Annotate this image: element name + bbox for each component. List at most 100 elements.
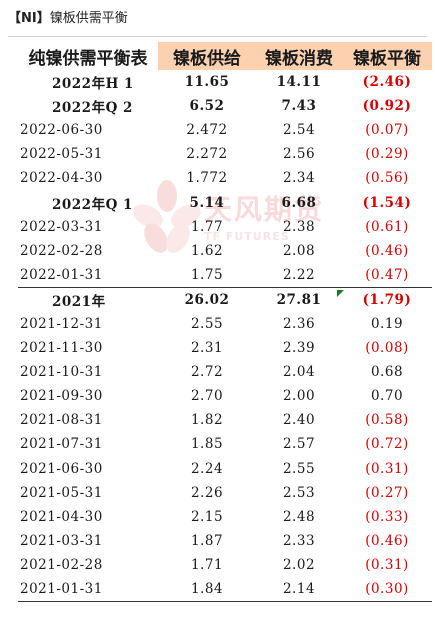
row-period: 2022-05-31 [20, 146, 103, 163]
table-row: 2022-04-30 1.772 2.34 (0.56) [18, 166, 432, 190]
row-consumption: 2.14 [256, 576, 342, 603]
row-supply: 2.55 [190, 315, 224, 332]
row-supply: 1.62 [190, 242, 224, 259]
row-balance: (0.47) [365, 266, 409, 283]
table-row: 2021-03-31 1.87 2.33 (0.46) [18, 529, 432, 553]
row-period: 2021-04-30 [20, 508, 103, 525]
header-supply: 镍板供给 [158, 42, 256, 70]
header-row: 纯镍供需平衡表 镍板供给 镍板消费 镍板平衡 [18, 42, 432, 70]
row-balance: 0.70 [370, 388, 404, 405]
table-row: 2021-06-30 2.24 2.55 (0.31) [18, 457, 432, 481]
header-consumption: 镍板消费 [256, 42, 342, 70]
row-period: 2022-02-28 [20, 242, 103, 259]
row-consumption: 2.04 [282, 364, 316, 381]
header-balance: 镍板平衡 [342, 42, 432, 70]
row-period: 2021-10-31 [20, 364, 103, 381]
row-supply: 6.52 [189, 98, 225, 115]
table-row: 2021-07-31 1.85 2.57 (0.72) [18, 432, 432, 456]
row-balance: (0.27) [365, 484, 409, 501]
row-consumption: 2.55 [282, 460, 316, 477]
row-balance: (0.29) [365, 146, 409, 163]
table-row: 2021-11-30 2.31 2.39 (0.08) [18, 336, 432, 360]
row-period: 2021-07-31 [20, 436, 103, 453]
row-balance: (0.31) [365, 556, 409, 573]
row-period: 2021-06-30 [20, 460, 103, 477]
row-balance: (0.31) [365, 460, 409, 477]
table-row: 2022-05-31 2.272 2.56 (0.29) [18, 142, 432, 166]
row-balance: (0.30) [342, 576, 432, 603]
table-row: 2021-01-31 1.84 2.14 (0.30) [18, 576, 432, 603]
row-period: 2021-05-31 [20, 484, 103, 501]
row-supply: 11.65 [184, 74, 230, 91]
row-consumption: 2.56 [282, 146, 316, 163]
row-supply: 1.77 [190, 218, 224, 235]
row-period: 2022年H 1 [52, 76, 134, 93]
row-balance: 0.68 [370, 364, 404, 381]
row-consumption: 2.36 [282, 315, 316, 332]
row-supply: 2.26 [190, 484, 224, 501]
row-consumption: 2.08 [282, 242, 316, 259]
row-balance: (0.92) [362, 98, 412, 115]
row-supply: 2.72 [190, 364, 224, 381]
row-supply: 2.272 [186, 146, 228, 163]
table-row: 2021年 26.02 27.81 (1.79) [18, 286, 432, 312]
row-period: 2021-08-31 [20, 412, 103, 429]
table-row: 2022年Q 2 6.52 7.43 (0.92) [18, 94, 432, 118]
row-supply: 1.75 [190, 266, 224, 283]
row-balance: (0.46) [365, 532, 409, 549]
row-consumption: 14.11 [276, 74, 322, 91]
table-row: 2022年H 1 11.65 14.11 (2.46) [18, 70, 432, 94]
row-supply: 5.14 [189, 194, 225, 211]
row-balance: (0.56) [365, 170, 409, 187]
row-supply: 1.82 [190, 412, 224, 429]
row-consumption: 27.81 [256, 286, 342, 312]
row-balance: (0.07) [365, 122, 409, 139]
row-supply: 1.87 [190, 532, 224, 549]
row-consumption: 2.53 [282, 484, 316, 501]
row-supply: 26.02 [158, 286, 256, 312]
row-supply: 1.71 [190, 556, 224, 573]
row-consumption: 6.68 [281, 194, 317, 211]
row-supply: 2.15 [190, 508, 224, 525]
row-supply: 1.772 [186, 170, 228, 187]
row-period: 2021-02-28 [20, 556, 103, 573]
row-consumption: 2.57 [282, 436, 316, 453]
table-row: 2022-06-30 2.472 2.54 (0.07) [18, 118, 432, 142]
table-row: 2021-12-31 2.55 2.36 0.19 [18, 312, 432, 336]
row-balance: (0.72) [365, 436, 409, 453]
table-row: 2022-02-28 1.62 2.08 (0.46) [18, 239, 432, 263]
row-balance: (1.79) [342, 286, 432, 312]
row-balance: (2.46) [362, 74, 412, 91]
row-supply: 2.31 [190, 340, 224, 357]
table-row: 2021-05-31 2.26 2.53 (0.27) [18, 481, 432, 505]
row-period: 2021-11-30 [20, 340, 103, 357]
row-period: 2022-04-30 [20, 170, 103, 187]
row-consumption: 7.43 [281, 98, 317, 115]
row-consumption: 2.00 [282, 388, 316, 405]
page-title: 【NI】镍板供需平衡 [8, 9, 128, 29]
table-row: 2022-01-31 1.75 2.22 (0.47) [18, 263, 432, 288]
row-consumption: 2.33 [282, 532, 316, 549]
row-balance: (0.33) [365, 508, 409, 525]
row-consumption: 2.48 [282, 508, 316, 525]
row-supply: 2.24 [190, 460, 224, 477]
row-supply: 2.70 [190, 388, 224, 405]
row-balance: (0.61) [365, 218, 409, 235]
row-consumption: 2.39 [282, 340, 316, 357]
row-supply: 1.85 [190, 436, 224, 453]
row-period: 2021-03-31 [20, 532, 103, 549]
table-body: 2022年H 1 11.65 14.11 (2.46) 2022年Q 2 6.52 7.43… [18, 70, 432, 603]
row-period: 2022-06-30 [20, 122, 103, 139]
row-period: 2021-12-31 [20, 315, 103, 332]
row-supply: 1.84 [158, 576, 256, 603]
cell-comment-marker-icon [337, 290, 344, 297]
table-row: 2021-02-28 1.71 2.02 (0.31) [18, 553, 432, 577]
row-balance: (0.46) [365, 242, 409, 259]
header-period: 纯镍供需平衡表 [28, 48, 148, 69]
row-consumption: 2.38 [282, 218, 316, 235]
row-consumption: 2.02 [282, 556, 316, 573]
balance-table: 纯镍供需平衡表 镍板供给 镍板消费 镍板平衡 2022年H 1 11.65 14.1… [18, 42, 432, 603]
row-balance: 0.19 [370, 315, 404, 332]
table-row: 2022-03-31 1.77 2.38 (0.61) [18, 215, 432, 239]
row-consumption: 2.34 [282, 170, 316, 187]
